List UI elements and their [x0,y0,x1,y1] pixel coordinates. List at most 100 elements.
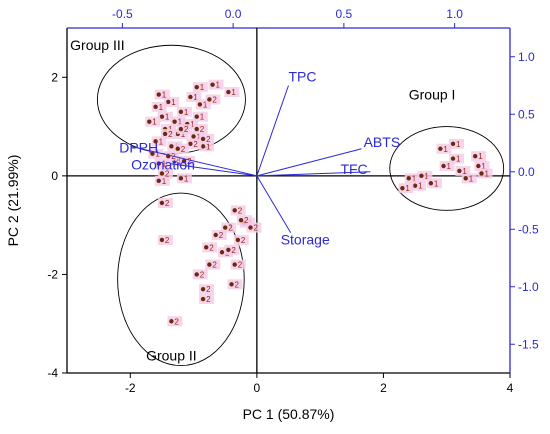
point-highlight [471,151,487,162]
point-highlight [195,99,211,110]
score-point [476,163,481,169]
point-highlight [237,215,253,226]
y-axis-title: PC 2 (21.99%) [5,155,21,247]
point-label: 1 [456,140,461,149]
x-axis-title: PC 1 (50.87%) [243,406,335,422]
score-point [472,153,478,159]
score-point [428,181,434,186]
score-point [200,136,206,142]
score-point [188,94,193,100]
point-highlight [230,259,246,270]
point-highlight [157,197,173,208]
score-point [438,146,443,151]
point-highlight [461,173,477,184]
score-point [419,173,424,179]
point-label: 2 [235,280,240,289]
point-label: 1 [405,184,410,193]
score-point [159,237,165,243]
score-point [200,296,206,302]
loading-vectors: TPC ABTS TFC Storage Ozonation DPPH [119,69,400,248]
point-highlight [148,148,164,159]
group-ellipse [389,126,505,211]
point-label: 2 [206,135,211,144]
top-tick-label: 0.5 [336,7,353,21]
score-point [194,114,199,119]
point-highlight [173,143,189,154]
point-highlight [192,269,208,280]
point-highlight [477,168,493,179]
score-point [153,139,158,144]
point-label: 1 [206,142,211,151]
loading-vector [256,175,292,233]
point-highlight [230,205,246,216]
point-label: 1 [165,113,170,122]
point-label: 1 [171,98,176,107]
point-label: 1 [193,93,198,102]
point-label: 2 [241,236,246,245]
score-point [156,178,161,183]
point-highlight [436,143,452,154]
top-tick-label: 1.0 [446,7,463,21]
score-point [207,262,212,267]
loading-vector [256,171,371,177]
loading-label: TFC [340,161,367,177]
group-label: Group II [146,348,197,364]
point-highlight [176,173,192,184]
score-point [147,119,152,124]
point-label: 1 [478,152,483,161]
score-point [178,109,184,114]
score-point [463,176,468,181]
top-tick-label: 0.0 [225,7,242,21]
point-label: 1 [418,182,423,191]
point-highlight [211,230,227,240]
score-point [441,163,446,169]
point-label: 1 [159,103,164,112]
right-tick-label: -1.5 [518,337,539,351]
right-tick-label: 0.0 [518,165,535,179]
point-label: 2 [174,317,179,326]
group-ellipse [117,192,245,367]
point-label: 2 [165,236,170,245]
score-points: 1111111111111111111111111111111111111112… [145,79,493,327]
point-label: 1 [216,81,221,90]
right-tick-label: 1.0 [518,50,535,64]
point-label: 1 [162,177,167,186]
loading-label: Ozonation [131,157,195,173]
score-point [181,158,187,164]
point-highlight [192,82,208,93]
score-point [194,126,199,132]
point-highlight [426,178,442,189]
point-highlight [145,116,161,127]
point-highlight [176,106,192,117]
right-tick-label: 0.5 [518,107,535,121]
score-point [210,82,215,87]
point-label: 2 [254,224,259,233]
score-point [150,151,155,156]
right-tick-label: -0.5 [518,222,539,236]
loading-vector [256,85,289,177]
score-point [232,262,237,267]
score-point [229,282,234,287]
point-highlight [449,138,465,149]
score-point [156,161,161,166]
x-tick-label: 4 [507,381,514,395]
score-point [191,134,196,139]
point-label: 2 [187,157,192,166]
point-highlight [208,79,224,90]
point-highlight [186,138,202,149]
point-label: 1 [152,118,157,127]
score-point [412,183,418,188]
point-highlight [189,131,205,142]
top-tick-label: -0.5 [112,7,133,21]
point-label: 2 [168,130,173,139]
plot-area [66,27,511,374]
score-point [207,97,212,102]
group-label: Group III [70,37,124,53]
point-highlight [199,294,215,305]
point-label: 2 [181,145,186,154]
loading-vector [171,163,257,177]
y-tick-label: 0 [51,169,58,183]
loading-label: DPPH [119,139,158,155]
right-tick-label: -1.0 [518,280,539,294]
